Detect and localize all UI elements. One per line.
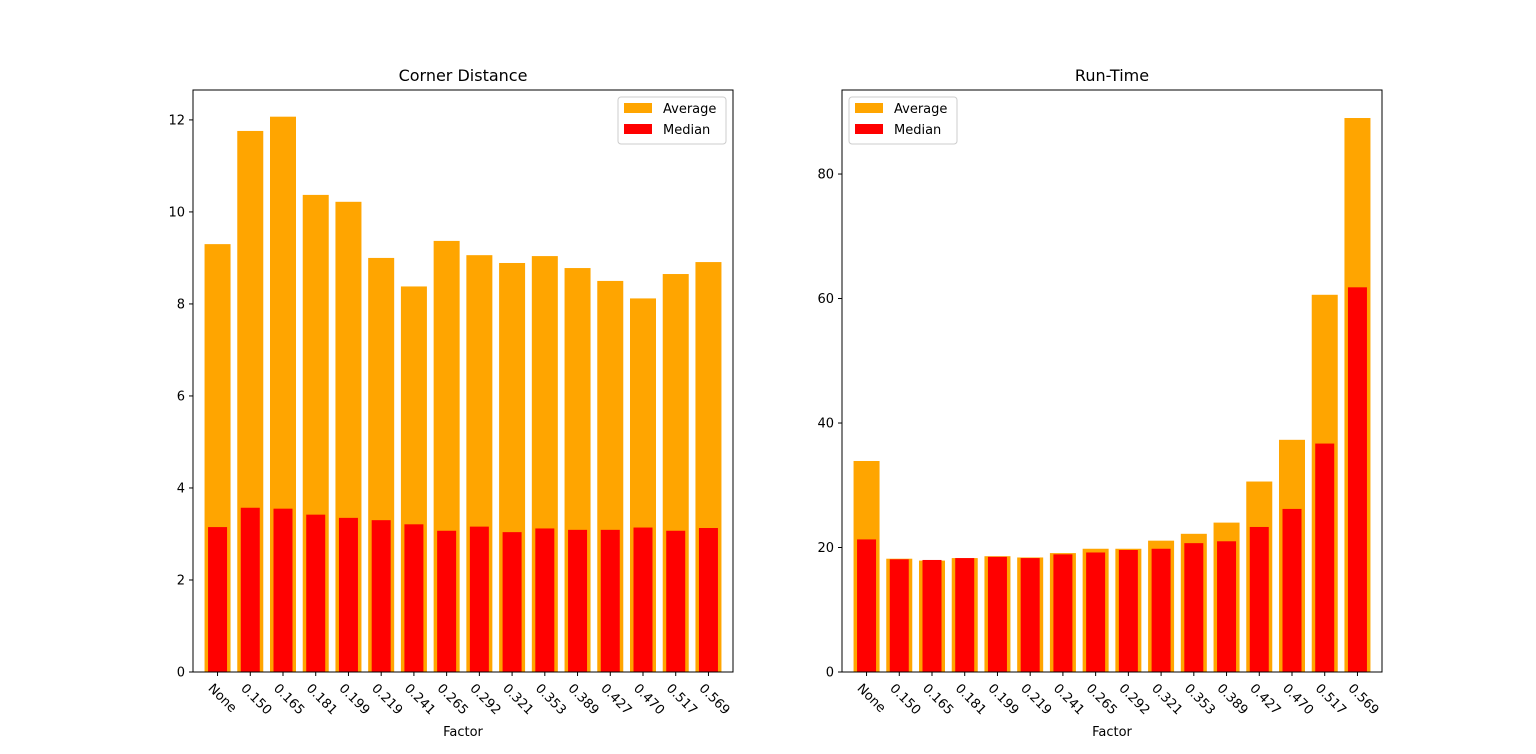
bar-median [922, 559, 942, 672]
bar-median [338, 517, 358, 672]
bar-median [1053, 554, 1073, 672]
bar-median [1118, 550, 1138, 672]
bar-median [1347, 287, 1367, 672]
bar-median [987, 556, 1007, 672]
bar-median [889, 559, 909, 672]
y-tick-label: 2 [177, 573, 185, 588]
y-tick-label: 0 [826, 666, 834, 681]
bar-median [404, 524, 424, 672]
bar-median [857, 539, 877, 672]
bar-median [698, 528, 718, 672]
bar-median [666, 530, 686, 672]
y-tick-label: 4 [177, 481, 185, 496]
bar-median [208, 527, 228, 672]
bar-median [1217, 541, 1237, 672]
bar-median [502, 532, 522, 672]
bar-median [1151, 548, 1171, 672]
y-tick-label: 8 [177, 297, 185, 312]
bars-group [204, 116, 722, 673]
legend-label-average: Average [663, 102, 716, 117]
y-axis: 0 2 4 6 8 10 12 [168, 113, 193, 681]
y-tick-label: 12 [168, 113, 185, 128]
bar-median [306, 514, 326, 672]
bar-median [1086, 552, 1106, 672]
x-axis-label: Factor [1092, 725, 1132, 740]
plot-frame [192, 89, 734, 673]
y-tick-label: 40 [817, 417, 834, 432]
bar-median [1282, 508, 1302, 672]
bar-median [1020, 558, 1040, 672]
legend-swatch-median [624, 124, 652, 134]
legend: Average Median [848, 96, 958, 145]
bar-median [1184, 543, 1204, 672]
y-axis: 0 20 40 60 80 [817, 168, 842, 681]
y-tick-label: 20 [817, 541, 834, 556]
bar-median [240, 507, 260, 672]
bar-median [600, 529, 620, 672]
bar-median [469, 526, 489, 672]
legend-label-average: Average [894, 102, 947, 117]
bar-median [568, 529, 588, 672]
chart-title: Run-Time [1075, 66, 1149, 85]
bar-median [437, 530, 457, 672]
legend-label-median: Median [894, 123, 941, 138]
x-axis-label: Factor [443, 725, 483, 740]
bars-group [853, 118, 1371, 672]
bar-median [1315, 443, 1335, 672]
bar-median [955, 558, 975, 672]
y-tick-label: 6 [177, 389, 185, 404]
y-tick-label: 60 [817, 292, 834, 307]
legend-swatch-average [855, 103, 883, 113]
plot-frame [841, 89, 1383, 673]
bar-median [1249, 526, 1269, 672]
y-tick-label: 0 [177, 666, 185, 681]
y-tick-label: 80 [817, 168, 834, 183]
chart-title: Corner Distance [399, 66, 528, 85]
legend-swatch-average [624, 103, 652, 113]
bar-median [371, 520, 391, 672]
y-tick-label: 10 [168, 205, 185, 220]
legend: Average Median [617, 96, 727, 145]
bar-median [633, 527, 653, 672]
legend-swatch-median [855, 124, 883, 134]
bar-median [273, 508, 293, 672]
bar-median [535, 528, 555, 672]
legend-label-median: Median [663, 123, 710, 138]
